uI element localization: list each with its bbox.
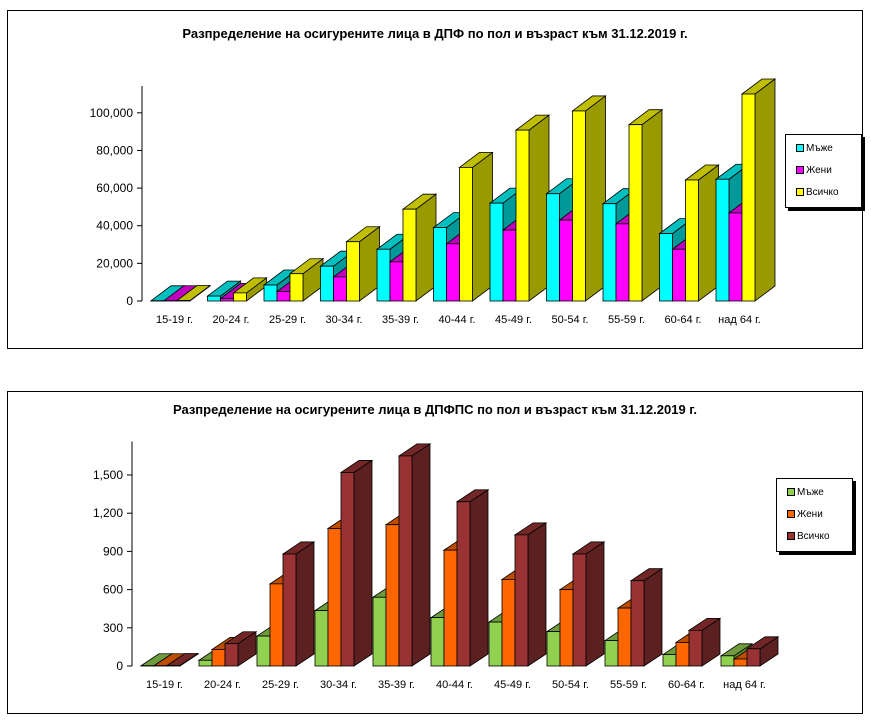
x-tick-label: 40-44 г. bbox=[439, 314, 476, 326]
x-tick-label: 35-39 г. bbox=[378, 679, 415, 691]
bar-Всичко-60-64 г. bbox=[687, 617, 722, 667]
bar-Всичко-40-44 г. bbox=[458, 151, 494, 302]
legend-swatch bbox=[796, 188, 804, 196]
x-tick-label: 20-24 г. bbox=[213, 314, 250, 326]
y-tick-label: 0 bbox=[116, 659, 123, 673]
legend-swatch bbox=[787, 488, 795, 496]
x-tick-label: 15-19 г. bbox=[156, 314, 193, 326]
chart-panel-dpfps: Разпределение на осигурените лица в ДПФП… bbox=[7, 391, 863, 714]
x-tick-label: 60-64 г. bbox=[668, 679, 705, 691]
legend-label: Мъже bbox=[797, 486, 824, 498]
x-tick-label: 50-54 г. bbox=[552, 314, 589, 326]
legend-swatch bbox=[787, 532, 795, 540]
x-tick-label: над 64 г. bbox=[718, 314, 761, 326]
y-tick-label: 0 bbox=[126, 294, 133, 308]
y-tick-label: 600 bbox=[103, 583, 123, 597]
x-tick-label: 30-34 г. bbox=[326, 314, 363, 326]
bar-Всичко-20-24 г. bbox=[232, 277, 268, 302]
bar-Всичко-20-24 г. bbox=[223, 630, 258, 667]
legend-swatch bbox=[796, 144, 804, 152]
legend-label: Мъже bbox=[806, 142, 833, 154]
legend-item: Мъже bbox=[777, 481, 852, 503]
bar-Всичко-25-29 г. bbox=[288, 257, 325, 302]
bar-Всичко-45-49 г. bbox=[514, 114, 551, 302]
bar-Всичко-50-54 г. bbox=[571, 95, 607, 302]
legend: Мъже Жени Всичко bbox=[776, 478, 853, 552]
legend-label: Всичко bbox=[797, 530, 830, 542]
y-tick-label: 900 bbox=[103, 544, 123, 558]
bar-Всичко-35-39 г. bbox=[397, 443, 432, 667]
y-tick-label: 20,000 bbox=[96, 256, 133, 270]
x-tick-label: 45-49 г. bbox=[495, 314, 532, 326]
legend-item: Всичко bbox=[777, 525, 852, 547]
y-tick-label: 300 bbox=[103, 621, 123, 635]
legend-item: Мъже bbox=[786, 137, 861, 159]
x-tick-label: над 64 г. bbox=[723, 679, 766, 691]
x-tick-label: 55-59 г. bbox=[608, 314, 645, 326]
y-tick-label: 40,000 bbox=[96, 219, 133, 233]
bar-Всичко-25-29 г. bbox=[281, 541, 316, 667]
bar-Всичко-30-34 г. bbox=[345, 225, 381, 302]
bar-Всичко-над 64 г. bbox=[745, 636, 780, 667]
legend-swatch bbox=[796, 166, 804, 174]
legend-label: Жени bbox=[797, 508, 823, 520]
legend-item: Жени bbox=[777, 503, 852, 525]
chart-panel-dpf: Разпределение на осигурените лица в ДПФ … bbox=[7, 10, 863, 349]
bar-Всичко-60-64 г. bbox=[684, 164, 720, 302]
x-tick-label: 25-29 г. bbox=[262, 679, 299, 691]
legend-swatch bbox=[787, 510, 795, 518]
bar-Всичко-45-49 г. bbox=[513, 522, 548, 667]
x-tick-label: 25-29 г. bbox=[269, 314, 306, 326]
x-tick-label: 15-19 г. bbox=[146, 679, 183, 691]
bar-Всичко-15-19 г. bbox=[175, 284, 212, 302]
x-tick-label: 20-24 г. bbox=[204, 679, 241, 691]
y-tick-label: 60,000 bbox=[96, 181, 133, 195]
x-tick-label: 55-59 г. bbox=[610, 679, 647, 691]
bar-Всичко-над 64 г. bbox=[740, 78, 777, 302]
y-tick-label: 1,200 bbox=[93, 506, 123, 520]
legend: Мъже Жени Всичко bbox=[785, 134, 862, 208]
legend-label: Жени bbox=[806, 164, 832, 176]
legend-item: Жени bbox=[786, 159, 861, 181]
x-tick-label: 50-54 г. bbox=[552, 679, 589, 691]
y-tick-label: 1,500 bbox=[93, 468, 123, 482]
bar-Всичко-15-19 г. bbox=[165, 652, 200, 667]
bar-Всичко-40-44 г. bbox=[455, 488, 490, 667]
y-tick-label: 100,000 bbox=[90, 106, 134, 120]
bar-Всичко-35-39 г. bbox=[401, 193, 438, 302]
bar-Всичко-55-59 г. bbox=[627, 108, 664, 302]
chart-title: Разпределение на осигурените лица в ДПФП… bbox=[172, 402, 698, 417]
x-tick-label: 30-34 г. bbox=[320, 679, 357, 691]
bar-chart-dpfps: 0 300 600 900 1,200 1,500 15-19 г. 20-24 г. 25-2… bbox=[93, 441, 780, 691]
x-tick-label: 45-49 г. bbox=[494, 679, 531, 691]
bar-Всичко-55-59 г. bbox=[629, 567, 664, 667]
y-tick-label: 80,000 bbox=[96, 143, 133, 157]
legend-item: Всичко bbox=[786, 181, 861, 203]
x-tick-label: 35-39 г. bbox=[382, 314, 419, 326]
x-tick-label: 60-64 г. bbox=[665, 314, 702, 326]
bar-Всичко-30-34 г. bbox=[339, 459, 374, 667]
legend-label: Всичко bbox=[806, 186, 839, 198]
bar-Всичко-50-54 г. bbox=[571, 541, 606, 667]
bar-chart-dpf: 0 20,000 40,000 60,000 80,000 100,000 15-19 г.… bbox=[90, 78, 777, 326]
chart-title: Разпределение на осигурените лица в ДПФ … bbox=[182, 26, 688, 41]
x-tick-label: 40-44 г. bbox=[436, 679, 473, 691]
